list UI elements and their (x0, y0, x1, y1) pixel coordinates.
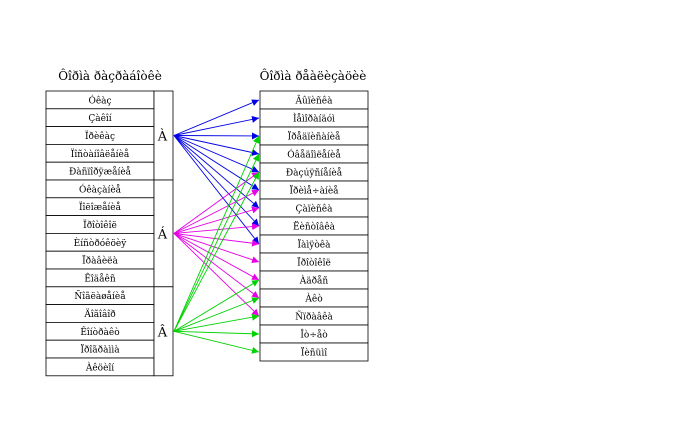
connection-arrow (173, 233, 260, 281)
connection-arrows (173, 99, 260, 354)
connection-arrow (173, 115, 260, 136)
connection-arrow (173, 135, 260, 245)
connection-arrow (173, 132, 260, 140)
connection-arrow (173, 313, 260, 332)
left-item-label: Ïîñòàíîâëåíèå (71, 148, 130, 160)
connection-arrow (173, 171, 260, 332)
left-item-label: Ïðèêàç (85, 130, 115, 142)
connection-arrow (173, 135, 260, 209)
right-item-label: Ïàìÿòêà (298, 239, 332, 251)
left-item-label: Ñîãëàøåíèå (74, 290, 126, 302)
left-item-label: Çàêîí (88, 113, 111, 124)
connection-arrow (173, 279, 260, 332)
left-column-title: Ôîðìà ðàçðàáîòêè (58, 67, 162, 83)
right-item-label: Âûïèñêà (295, 95, 334, 107)
right-item-label: Ïðåäïèñàíèå (288, 131, 341, 143)
connection-arrow (173, 232, 260, 264)
right-item-label: Ïðèìå÷àíèå (289, 185, 339, 197)
group-label: Á (157, 226, 168, 242)
left-document-list: Óêàç Çàêîí Ïðèêàç Ïîñòàíîâëåíèå Ðàñïîðÿæåíèå… (45, 90, 155, 377)
right-item-label: Îò÷åò (300, 329, 327, 341)
left-item-label: Óêàç (88, 94, 111, 106)
connection-arrow (173, 99, 260, 136)
connection-arrow (173, 171, 260, 234)
connection-arrow (173, 135, 260, 191)
connection-arrow (173, 135, 260, 332)
connection-arrow (173, 223, 260, 234)
left-item-label: Äîãîâîð (83, 308, 115, 320)
right-column-title: Ôîðìà ðåàëèçàöèè (260, 67, 367, 83)
group-box (153, 286, 174, 377)
left-item-label: Êîäåêñ (84, 272, 116, 284)
group-label: À (157, 129, 168, 145)
right-item-label: Ïèñüìî (301, 347, 327, 359)
connection-arrow (173, 153, 260, 332)
connection-arrow (173, 135, 260, 227)
connection-arrow (173, 330, 260, 338)
right-item-label: Ïðîòîêîë (297, 257, 331, 269)
left-item-label: Ïðîòîêîë (83, 219, 117, 231)
right-item-box (259, 342, 369, 362)
connection-arrow (173, 233, 260, 299)
right-item-label: Ëèñòîâêà (293, 221, 336, 233)
right-item-label: Óâåäîìëåíèå (287, 149, 341, 161)
connection-arrow (173, 232, 260, 247)
connection-arrow (173, 135, 260, 173)
connection-arrow (173, 330, 260, 354)
left-item-label: Àêöèîí (85, 361, 114, 373)
right-item-label: Àêò (304, 293, 322, 305)
left-item-label: Óêàçàíèå (79, 183, 122, 195)
right-item-label: Çàïèñêà (296, 204, 334, 215)
left-item-label: Èíñòðóêöèÿ (74, 237, 128, 249)
connection-arrow (173, 135, 260, 156)
right-item-label: Ìåìîðàíäóì (293, 113, 335, 125)
connection-arrow (173, 233, 260, 317)
right-item-label: Ñïðàâêà (295, 311, 333, 323)
connection-arrow (173, 297, 260, 332)
left-item-label: Êîíòðàêò (80, 326, 119, 338)
right-item-label: Ðàçúÿñíåíèå (286, 167, 343, 179)
right-document-list: Âûïèñêà Ìåìîðàíäóì Ïðåäïèñàíèå Óâåäîìëåíèå Ð… (259, 90, 369, 362)
connection-arrow (173, 206, 260, 234)
group-boxes: À Á Â (153, 90, 174, 377)
left-item-label: Ïîëîæåíèå (79, 201, 122, 213)
right-item-label: Àäðåñ (299, 275, 329, 287)
left-item-label: Ïðàâèëà (82, 255, 118, 267)
left-item-label: Ðàñïîðÿæåíèå (69, 166, 132, 178)
group-label: Â (157, 324, 168, 340)
left-item-label: Ïðîãðàììà (80, 344, 120, 356)
connection-arrow (173, 189, 260, 234)
